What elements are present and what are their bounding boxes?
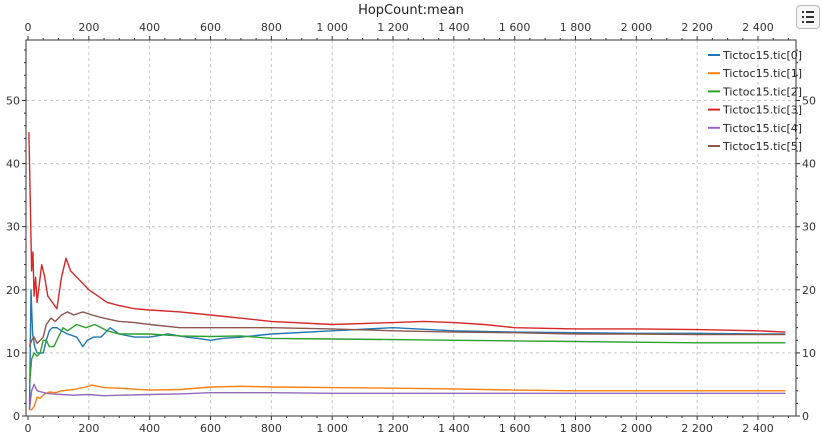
x-tick-label-bottom: 800: [261, 422, 282, 435]
list-icon: [802, 11, 814, 23]
y-tick-label-right: 30: [802, 221, 816, 234]
y-tick-label-left: 0: [13, 410, 20, 423]
x-tick-label-bottom: 2 400: [742, 422, 774, 435]
x-tick-label-top: 1 400: [438, 21, 470, 34]
x-tick-label-top: 1 000: [316, 21, 348, 34]
y-tick-label-right: 10: [802, 347, 816, 360]
x-tick-label-top: 2 200: [681, 21, 713, 34]
x-tick-label-bottom: 1 200: [377, 422, 409, 435]
series-line-5: [28, 311, 786, 347]
x-tick-label-top: 2 000: [621, 21, 653, 34]
series-line-0: [28, 289, 786, 410]
chart-title: HopCount:mean: [358, 3, 464, 18]
series-line-2: [28, 323, 786, 385]
x-tick-label-top: 2 400: [742, 21, 774, 34]
x-tick-label-bottom: 2 000: [621, 422, 653, 435]
y-tick-label-left: 30: [6, 221, 20, 234]
y-tick-label-right: 40: [802, 158, 816, 171]
x-tick-label-bottom: 1 800: [560, 422, 592, 435]
x-tick-label-top: 800: [261, 21, 282, 34]
plot-frame: [25, 39, 797, 417]
x-tick-label-bottom: 1 600: [499, 422, 531, 435]
legend-label-3: Tictoc15.tic[3]: [722, 104, 802, 117]
x-tick-label-bottom: 2 200: [681, 422, 713, 435]
x-tick-label-top: 1 200: [377, 21, 409, 34]
x-tick-label-top: 200: [78, 21, 99, 34]
y-tick-label-left: 40: [6, 158, 20, 171]
x-tick-label-bottom: 200: [78, 422, 99, 435]
legend-label-1: Tictoc15.tic[1]: [722, 67, 802, 80]
x-tick-label-top: 400: [139, 21, 160, 34]
x-tick-label-bottom: 400: [139, 422, 160, 435]
legend-label-4: Tictoc15.tic[4]: [722, 122, 802, 135]
y-tick-label-left: 50: [6, 95, 20, 108]
legend-label-0: Tictoc15.tic[0]: [722, 49, 802, 62]
x-tick-label-top: 1 800: [560, 21, 592, 34]
x-tick-label-bottom: 1 400: [438, 422, 470, 435]
y-tick-label-right: 20: [802, 284, 816, 297]
legend-label-5: Tictoc15.tic[5]: [722, 140, 802, 153]
y-tick-label-right: 0: [802, 410, 809, 423]
legend-label-2: Tictoc15.tic[2]: [722, 85, 802, 98]
x-tick-label-bottom: 600: [200, 422, 221, 435]
series-line-4: [28, 383, 786, 410]
legend: Tictoc15.tic[0] Tictoc15.tic[1] Tictoc15.t…: [708, 49, 802, 153]
y-tick-label-right: 50: [802, 95, 816, 108]
series-line-1: [29, 384, 786, 411]
x-tick-label-bottom: 0: [25, 422, 32, 435]
chart-options-button[interactable]: [796, 5, 820, 29]
x-tick-label-bottom: 1 000: [316, 422, 348, 435]
x-tick-label-top: 1 600: [499, 21, 531, 34]
series-line-3: [28, 132, 786, 333]
x-tick-label-top: 600: [200, 21, 221, 34]
grid: [26, 40, 796, 416]
y-tick-label-left: 20: [6, 284, 20, 297]
y-tick-label-left: 10: [6, 347, 20, 360]
x-tick-label-top: 0: [25, 21, 32, 34]
series-lines: [28, 132, 786, 411]
